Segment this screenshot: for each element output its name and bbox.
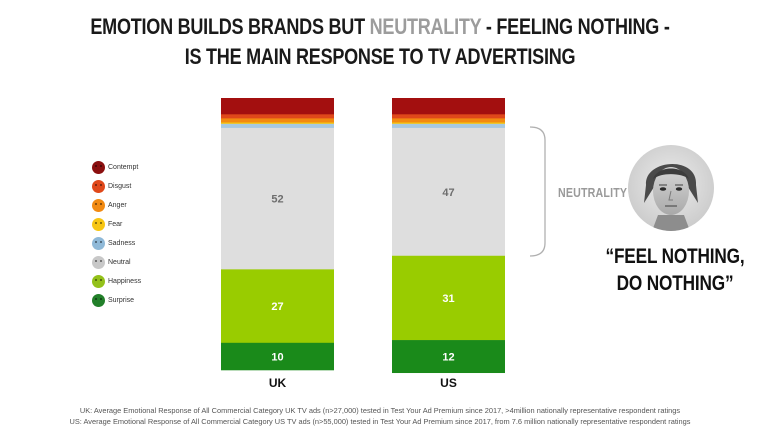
neutrality-bracket [529,126,546,257]
fear-face-icon [92,218,105,231]
legend-item-fear: Fear [92,215,141,234]
bar-segment-uk-neutral [221,127,334,270]
bar-segment-us-neutral [392,127,505,257]
bar-segment-uk-surprise [221,342,334,371]
neutrality-annotation-label: NEUTRALITY [558,185,628,200]
bar-segment-uk-disgust [221,114,334,119]
anger-face-icon [92,199,105,212]
footnote-uk: UK: Average Emotional Response of All Co… [79,406,681,415]
legend-label: Fear [108,221,123,228]
legend-item-contempt: Contempt [92,158,141,177]
legend-label: Surprise [108,297,135,304]
disgust-face-icon [92,180,105,193]
neutral-face-icon [92,256,105,269]
legend-item-anger: Anger [92,196,141,215]
quote-line-1: “FEEL NOTHING, [605,245,745,268]
title-part-2: - FEELING NOTHING - [481,14,670,39]
data-label-us-happiness: 31 [442,293,454,305]
bar-segment-us-disgust [392,114,505,119]
title-part-1: EMOTION BUILDS BRANDS BUT [90,14,370,39]
sadness-face-icon [92,237,105,250]
legend-label: Sadness [108,240,136,247]
bar-segment-uk-happiness [221,269,334,344]
legend-label: Happiness [108,278,142,285]
bar-segment-us-fear [392,122,505,125]
bar-segment-uk-contempt [221,98,334,115]
data-label-uk-happiness: 27 [271,301,283,313]
data-label-us-surprise: 12 [442,351,454,363]
legend-item-sadness: Sadness [92,234,141,253]
data-label-us-neutral: 47 [442,187,454,199]
bar-segment-us-sadness [392,123,505,129]
data-label-uk-surprise: 10 [271,351,283,363]
bar-segment-us-surprise [392,340,505,374]
bar-segment-uk-fear [221,122,334,125]
x-tick-label-us: US [440,376,457,390]
surprise-face-icon [92,294,105,307]
legend-item-neutral: Neutral [92,253,141,272]
bar-segment-uk-anger [221,118,334,123]
legend-label: Contempt [108,164,139,171]
bar-segment-us-anger [392,118,505,123]
emotion-legend: Contempt Disgust Anger Fear Sadness Neut… [92,158,141,310]
bar-segment-us-contempt [392,98,505,115]
title-highlight-neutrality: NEUTRALITY [369,14,482,39]
data-label-uk-neutral: 52 [271,194,283,206]
legend-item-happiness: Happiness [92,272,141,291]
legend-label: Disgust [108,183,132,190]
bar-segment-us-happiness [392,255,505,341]
legend-item-surprise: Surprise [92,291,141,310]
contempt-face-icon [92,161,105,174]
footnote-us: US: Average Emotional Response of All Co… [69,417,691,426]
page-title-line-1: EMOTION BUILDS BRANDS BUT NEUTRALITY - F… [68,14,691,40]
neutral-woman-face-photo [628,145,714,231]
legend-item-disgust: Disgust [92,177,141,196]
legend-label: Neutral [108,259,131,266]
x-tick-label-uk: UK [269,376,287,390]
legend-label: Anger [108,202,127,209]
happiness-face-icon [92,275,105,288]
page-title-line-2: IS THE MAIN RESPONSE TO TV ADVERTISING [184,44,576,69]
bar-segment-uk-sadness [221,123,334,129]
quote-line-2: DO NOTHING” [616,272,734,295]
